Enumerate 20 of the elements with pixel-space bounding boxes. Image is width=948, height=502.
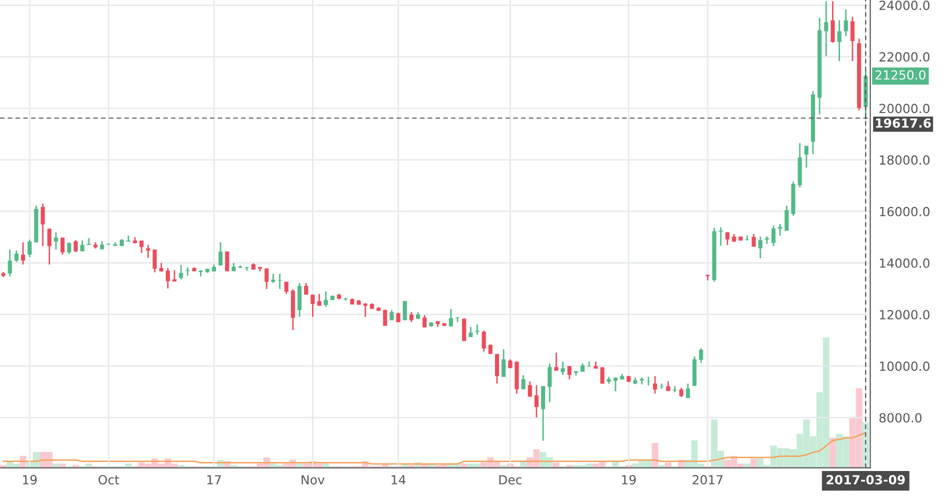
y-tick-label: 14000.0: [880, 258, 930, 268]
x-tick-label: Dec: [499, 475, 522, 484]
y-tick-label: 24000.0: [880, 0, 930, 10]
y-tick-label: 22000.0: [880, 52, 930, 62]
y-tick-label: 18000.0: [880, 155, 930, 165]
x-tick-label: 19: [23, 475, 37, 484]
y-tick-label: 20000.0: [880, 104, 930, 114]
annotation: 21250.0: [876, 70, 926, 80]
x-tick-label: 2017: [692, 475, 723, 484]
x-tick-label: 19: [622, 475, 636, 484]
x-tick-label: 14: [392, 475, 406, 484]
y-tick-label: 8000.0: [879, 413, 922, 423]
x-tick-label: Oct: [98, 475, 120, 484]
y-tick-label: 16000.0: [880, 206, 930, 216]
y-tick-label: 12000.0: [880, 310, 930, 320]
x-tick-label: Nov: [302, 475, 325, 484]
ref-line-label: 19617.6: [876, 118, 931, 128]
x-tick-label: 17: [207, 475, 221, 484]
x-tick-label: 2017-03-09: [826, 475, 905, 484]
y-tick-label: 10000.0: [880, 362, 930, 371]
